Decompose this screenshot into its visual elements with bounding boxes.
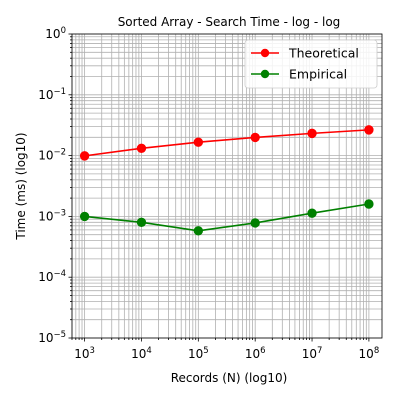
- legend-marker: [260, 48, 270, 58]
- y-tick-label: 100: [45, 26, 66, 41]
- legend-marker: [260, 69, 270, 79]
- data-point-theoretical: [307, 128, 317, 139]
- y-tick-label: 10−2: [38, 148, 66, 163]
- series-line-theoretical: [84, 129, 369, 157]
- data-point-theoretical: [193, 137, 204, 147]
- data-point-theoretical: [136, 143, 147, 153]
- data-point-theoretical: [364, 125, 374, 135]
- y-tick-label: 10−5: [38, 330, 66, 345]
- legend-label-empirical: Empirical: [289, 67, 347, 82]
- y-tick-label: 10−4: [38, 269, 66, 284]
- x-tick-label: 103: [74, 346, 95, 361]
- data-point-empirical: [364, 199, 374, 209]
- legend: Theoretical Empirical: [244, 39, 378, 89]
- data-point-theoretical: [79, 151, 90, 161]
- legend-box: [244, 39, 378, 89]
- x-tick-label: 105: [188, 346, 209, 361]
- chart-title: Sorted Array - Search Time - log - log: [118, 15, 341, 29]
- x-tick-label: 108: [359, 346, 380, 361]
- data-point-empirical: [136, 217, 147, 227]
- legend-label-theoretical: Theoretical: [288, 46, 359, 61]
- data-point-empirical: [79, 211, 90, 222]
- plot-frame: [71, 33, 383, 339]
- x-axis-label: Records (N) (log10): [171, 371, 288, 385]
- x-tick-label: 104: [131, 346, 152, 361]
- data-point-empirical: [193, 226, 204, 236]
- x-tick-label: 106: [245, 346, 266, 361]
- plot-series: [79, 125, 374, 236]
- y-tick-label: 10−3: [38, 208, 66, 223]
- data-point-theoretical: [250, 132, 260, 143]
- y-axis-label: Time (ms) (log10): [14, 132, 28, 240]
- x-tick-label: 107: [302, 346, 323, 361]
- axis-ticks: 103 104 105 106 107 108 10−5 10−4 10−3 10−2 10−1 10…: [38, 26, 379, 361]
- data-point-empirical: [250, 218, 260, 228]
- grid: [71, 33, 382, 339]
- series-line-empirical: [84, 203, 370, 232]
- data-point-empirical: [307, 208, 317, 218]
- y-tick-label: 10−1: [38, 87, 66, 102]
